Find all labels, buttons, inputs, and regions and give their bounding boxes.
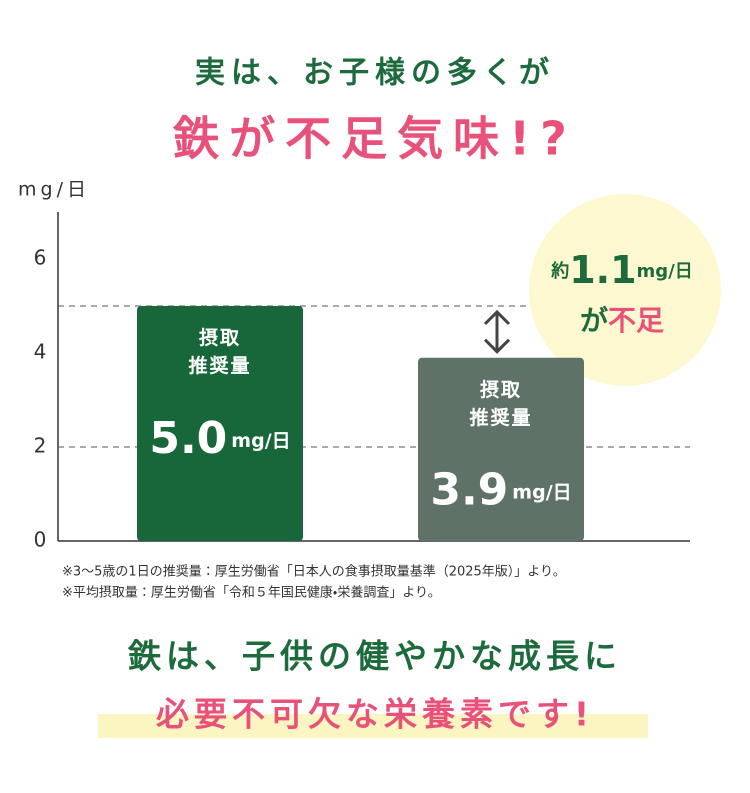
callout-suffix-shortage: 不足: [608, 304, 664, 337]
highlight: [98, 714, 648, 738]
value-label: 5.0 mg/日: [149, 413, 290, 464]
chart-title: 実は、お子様の多くが: [195, 56, 555, 91]
callout-bubble: [529, 194, 721, 386]
bar-label: 摂取 推奨量: [188, 327, 252, 377]
y-tick-label: 0: [34, 528, 47, 552]
difference-arrow: [483, 309, 511, 354]
chart-subtitle: 鉄が不足気味!?: [172, 112, 577, 166]
callout-suffix-ga: が: [580, 304, 608, 337]
callout-amount: 約1.1mg/日: [550, 248, 693, 292]
callout-unit: mg/日: [637, 261, 693, 282]
value-unit: mg/日: [231, 430, 290, 452]
value-number: 3.9: [430, 465, 508, 516]
footnote: ※平均摂取量：厚生労働省「令和５年国民健康・栄養調査」より。: [62, 585, 441, 601]
callout-value: 1.1: [569, 248, 636, 292]
callout-suffix: が不足: [580, 304, 664, 337]
bar: [418, 357, 584, 541]
footnote: ※3〜5歳の1日の推奨量：厚生労働省「日本人の食事摂取量基準（2025年版）」よ…: [62, 564, 566, 580]
message-line: 必要不可欠な栄養素です!: [156, 695, 594, 734]
y-tick-label: 6: [34, 246, 47, 270]
value-unit: mg/日: [512, 481, 571, 503]
y-axis-label: mg/日: [18, 179, 90, 201]
y-tick-label: 4: [34, 340, 47, 364]
y-tick-label: 2: [34, 434, 47, 458]
value-label: 3.9 mg/日: [430, 465, 571, 516]
value-number: 5.0: [149, 413, 227, 464]
callout-prefix: 約: [550, 260, 569, 282]
bar-label: 摂取 推奨量: [469, 378, 533, 429]
bar: [137, 306, 303, 541]
message-line: 鉄は、子供の健やかな成長に: [127, 637, 622, 676]
